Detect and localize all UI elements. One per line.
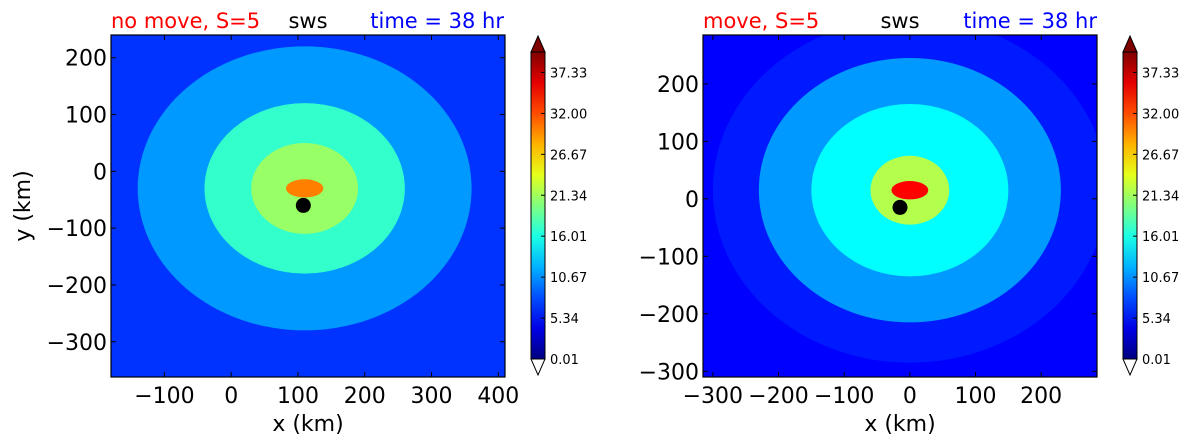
- x-axis-label: x (km): [272, 412, 343, 437]
- heatmap-plot-area: [703, 35, 1097, 377]
- colorbar-extend-max: [530, 34, 546, 53]
- panel-title-left: no move, S=5: [111, 9, 260, 33]
- y-tick-label: −300: [47, 331, 107, 356]
- colorbar-extend-max: [1122, 34, 1138, 53]
- colorbar-tick-label: 10.67: [1142, 271, 1179, 286]
- colorbar-tick-label: 37.33: [550, 66, 587, 81]
- panel-title-right: time = 38 hr: [963, 9, 1097, 33]
- colorbar-tick-label: 21.34: [550, 189, 587, 204]
- x-tick-label: 0: [903, 384, 917, 409]
- y-tick-label: −300: [639, 360, 699, 385]
- y-axis: 200 100 0 −100 −200 −300: [639, 73, 1097, 385]
- colorbar-tick-label: 26.67: [550, 148, 587, 163]
- x-tick-label: 200: [344, 384, 386, 409]
- colorbar: 37.33 32.00 26.67 21.34 16.01 10.67 5.34 0.01: [530, 34, 587, 377]
- wind-maximum-core: [891, 180, 929, 200]
- x-axis: −100 0 100 200 300 400: [134, 35, 519, 409]
- heat-field: [111, 35, 505, 377]
- x-tick-label: 0: [224, 384, 238, 409]
- x-tick-label: 100: [277, 384, 319, 409]
- y-axis: 200 100 0 −100 −200 −300: [47, 47, 505, 356]
- storm-center-marker: [892, 199, 908, 215]
- colorbar-tick-label: 26.67: [1142, 148, 1179, 163]
- x-tick-label: 300: [411, 384, 453, 409]
- colorbar-tick-label: 5.34: [550, 312, 579, 327]
- x-axis: −300 −200 −100 0 100 200: [683, 35, 1062, 409]
- x-axis-label: x (km): [864, 412, 935, 437]
- panel-title-center: sws: [288, 9, 327, 33]
- x-tick-label: −100: [134, 384, 194, 409]
- y-tick-label: 100: [65, 104, 107, 129]
- storm-center-marker: [295, 197, 311, 213]
- colorbar-tick-label: 10.67: [550, 271, 587, 286]
- wind-maximum-core: [285, 179, 324, 198]
- panel-title-right: time = 38 hr: [370, 9, 504, 33]
- colorbar-tick-label: 16.01: [1142, 230, 1179, 245]
- y-tick-label: 100: [657, 130, 699, 155]
- right-panel: move, S=5 sws time = 38 hr −300 −200 −100 0…: [639, 9, 1180, 437]
- colorbar-tick-label: 21.34: [1142, 189, 1179, 204]
- panel-title-center: sws: [880, 9, 919, 33]
- heat-field: [703, 35, 1097, 377]
- plot-frame: [110, 34, 506, 378]
- colorbar-gradient: [1122, 51, 1138, 360]
- colorbar-gradient: [530, 51, 546, 360]
- y-tick-label: −100: [47, 217, 107, 242]
- x-tick-label: −100: [814, 384, 874, 409]
- y-axis-label: y (km): [11, 170, 36, 241]
- colorbar-tick-label: 5.34: [1142, 312, 1171, 327]
- panel-title-left: move, S=5: [703, 9, 819, 33]
- y-tick-label: −200: [639, 303, 699, 328]
- plot-frame: [702, 34, 1098, 378]
- y-tick-label: −100: [639, 245, 699, 270]
- x-tick-label: 400: [477, 384, 519, 409]
- colorbar-extend-min: [1122, 358, 1138, 377]
- y-tick-label: −200: [47, 274, 107, 299]
- colorbar-tick-label: 37.33: [1142, 66, 1179, 81]
- left-panel: no move, S=5 sws time = 38 hr −100 0 100 20…: [11, 9, 587, 437]
- colorbar: 37.33 32.00 26.67 21.34 16.01 10.67 5.34 0.01: [1122, 34, 1179, 377]
- y-tick-label: 0: [93, 160, 107, 185]
- y-tick-label: 200: [65, 47, 107, 72]
- colorbar-tick-label: 0.01: [1142, 353, 1171, 368]
- x-tick-label: −300: [683, 384, 743, 409]
- colorbar-tick-label: 16.01: [550, 230, 587, 245]
- colorbar-tick-label: 32.00: [1142, 107, 1179, 122]
- heatmap-plot-area: [111, 35, 505, 377]
- y-tick-label: 200: [657, 73, 699, 98]
- colorbar-tick-label: 0.01: [550, 353, 579, 368]
- colorbar-tick-label: 32.00: [550, 107, 587, 122]
- y-tick-label: 0: [685, 188, 699, 213]
- x-tick-label: −200: [748, 384, 808, 409]
- x-tick-label: 200: [1020, 384, 1062, 409]
- colorbar-extend-min: [530, 358, 546, 377]
- x-tick-label: 100: [955, 384, 997, 409]
